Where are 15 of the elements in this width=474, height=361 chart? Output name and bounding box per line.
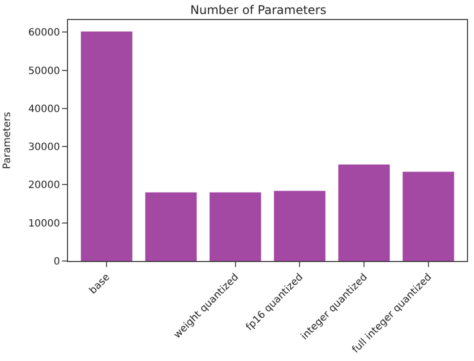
bar: [210, 192, 262, 261]
y-tick-label: 30000: [28, 142, 60, 154]
y-tick-label: 0: [54, 256, 60, 268]
y-axis-title: Parameters: [2, 112, 14, 170]
y-tick-label: 60000: [28, 28, 60, 39]
y-tick-label: 10000: [28, 218, 60, 230]
chart-title: Number of Parameters: [190, 2, 326, 17]
bar: [274, 190, 326, 261]
bar: [80, 31, 132, 261]
y-tick-label: 50000: [28, 66, 60, 77]
y-tick-label: 20000: [28, 180, 60, 192]
bar: [145, 192, 197, 261]
bar: [402, 172, 454, 261]
bar: [338, 164, 390, 261]
y-tick-label: 40000: [28, 104, 60, 115]
